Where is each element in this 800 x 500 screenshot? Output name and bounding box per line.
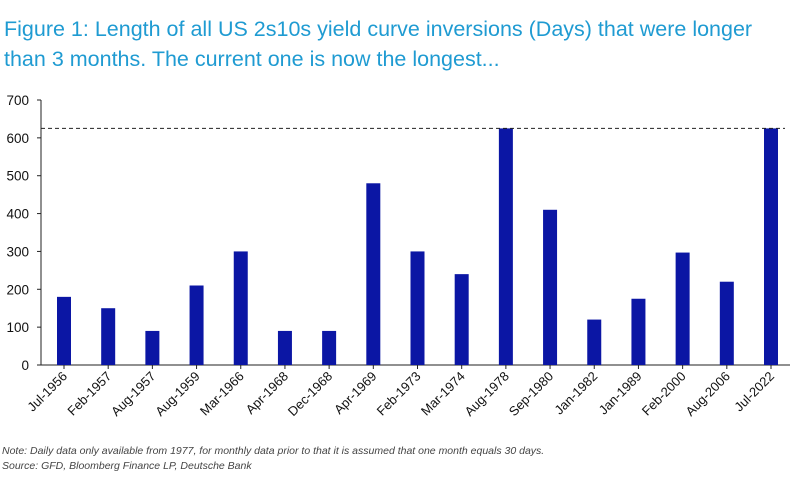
x-tick-label: Aug-1957 bbox=[108, 369, 158, 419]
bar bbox=[189, 285, 204, 365]
x-tick-label: Mar-1966 bbox=[197, 369, 247, 419]
bar bbox=[498, 128, 513, 365]
x-tick-label: Aug-1959 bbox=[152, 369, 202, 419]
y-tick-label: 400 bbox=[6, 207, 29, 222]
y-tick-label: 700 bbox=[6, 93, 29, 108]
bar bbox=[366, 183, 381, 365]
x-tick-label: Jul-2022 bbox=[731, 369, 777, 415]
footnote: Note: Daily data only available from 197… bbox=[2, 444, 544, 474]
x-tick-label: Jul-1956 bbox=[24, 369, 70, 415]
bar bbox=[57, 296, 71, 365]
x-tick-label: Jan-1982 bbox=[551, 369, 600, 418]
y-tick-label: 600 bbox=[6, 131, 29, 146]
x-tick-label: Feb-2000 bbox=[639, 369, 689, 419]
bar bbox=[719, 281, 734, 365]
x-tick-label: Sep-1980 bbox=[506, 369, 556, 419]
bar bbox=[454, 274, 469, 365]
note-text: Note: Daily data only available from 197… bbox=[2, 445, 545, 457]
bar bbox=[410, 251, 425, 365]
x-tick-label: Jan-1989 bbox=[596, 369, 645, 418]
x-tick-label: Aug-1978 bbox=[462, 369, 512, 419]
bar bbox=[675, 252, 690, 365]
y-tick-label: 200 bbox=[6, 282, 29, 297]
bar bbox=[277, 330, 292, 365]
bar bbox=[101, 308, 116, 365]
x-tick-label: Feb-1957 bbox=[64, 369, 114, 419]
x-tick-label: Apr-1969 bbox=[331, 369, 379, 417]
y-tick-label: 100 bbox=[6, 320, 29, 335]
bar bbox=[543, 209, 558, 365]
chart-title: Figure 1: Length of all US 2s10s yield c… bbox=[4, 17, 753, 71]
bar bbox=[233, 251, 248, 365]
bar bbox=[631, 298, 646, 365]
x-tick-label: Apr-1968 bbox=[243, 369, 291, 417]
bar bbox=[587, 319, 602, 365]
y-tick-label: 0 bbox=[21, 358, 29, 373]
x-tick-label: Feb-1973 bbox=[374, 369, 424, 419]
x-tick-label: Dec-1968 bbox=[285, 369, 335, 419]
bar bbox=[764, 128, 778, 365]
x-tick-label: Aug-2006 bbox=[682, 369, 732, 419]
x-tick-label: Mar-1974 bbox=[418, 369, 468, 419]
bar bbox=[322, 330, 337, 365]
y-tick-label: 300 bbox=[6, 244, 29, 259]
bar bbox=[145, 330, 160, 365]
source-text: Source: GFD, Bloomberg Finance LP, Deuts… bbox=[2, 460, 252, 472]
y-tick-label: 500 bbox=[6, 169, 29, 184]
